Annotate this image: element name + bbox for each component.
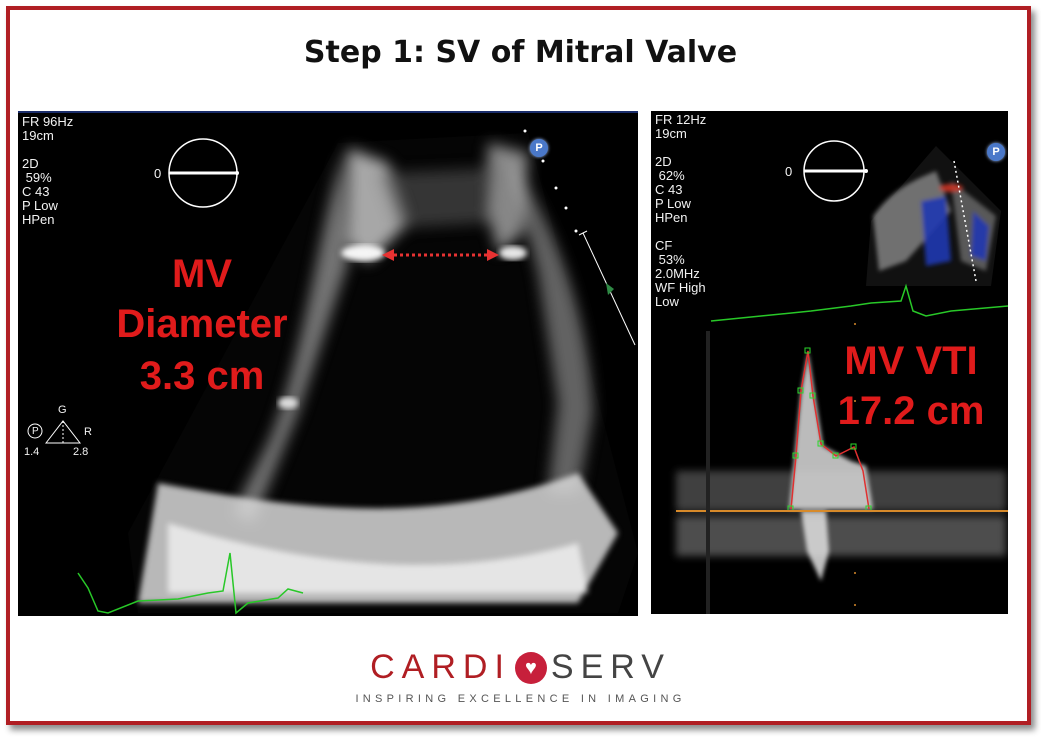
logo-text-serv: SERV xyxy=(550,648,671,686)
left-angle-label: 0 xyxy=(154,166,162,181)
probe-g-label: G xyxy=(58,404,67,416)
scale-left: 1.4 xyxy=(24,446,40,458)
diameter-label: Diameter xyxy=(116,302,288,346)
right-settings: FR 12Hz 19cm 2D 62% C 43 P Low HPen CF 5… xyxy=(655,112,707,309)
slide-title: Step 1: SV of Mitral Valve xyxy=(303,35,738,70)
left-settings: FR 96Hz 19cm 2D 59% C 43 P Low HPen xyxy=(22,114,74,227)
right-p-badge: P xyxy=(987,143,1005,161)
vti-value: 17.2 cm xyxy=(837,389,985,433)
echo-2d-graphics xyxy=(27,129,638,615)
doppler-ecg xyxy=(710,283,1008,322)
mv-flow-envelope xyxy=(789,351,873,581)
echo-2d-image: FR 96Hz 19cm 2D 59% C 43 P Low HPen 0 P … xyxy=(18,111,638,616)
heart-icon xyxy=(514,651,547,684)
ecg-trace xyxy=(77,552,304,615)
cardioserv-logo: CARDI SERV INSPIRING EXCELLENCE IN IMAGI… xyxy=(0,648,1041,705)
doppler-image: FR 12Hz 19cm 2D 62% C 43 P Low HPen CF 5… xyxy=(651,111,1008,614)
depth-markers xyxy=(523,129,578,233)
vti-label: MV VTI xyxy=(844,339,978,383)
left-p-badge: P xyxy=(530,139,548,157)
probe-r-label: R xyxy=(84,426,92,438)
logo-text-cardi: CARDI xyxy=(370,648,511,686)
probe-p-label: P xyxy=(32,426,39,437)
diameter-value: 3.3 cm xyxy=(139,354,265,398)
doppler-graphics xyxy=(676,140,1008,614)
tissue-walls xyxy=(233,143,593,523)
logo-tagline: INSPIRING EXCELLENCE IN IMAGING xyxy=(355,693,686,705)
vti-trace xyxy=(790,350,870,510)
vti-trace-points xyxy=(787,347,872,512)
right-angle-label: 0 xyxy=(785,164,793,179)
probe-orientation-icon xyxy=(27,420,82,444)
mv-label: MV xyxy=(172,252,232,296)
apex-band xyxy=(138,473,618,603)
scale-right: 2.8 xyxy=(73,446,89,458)
